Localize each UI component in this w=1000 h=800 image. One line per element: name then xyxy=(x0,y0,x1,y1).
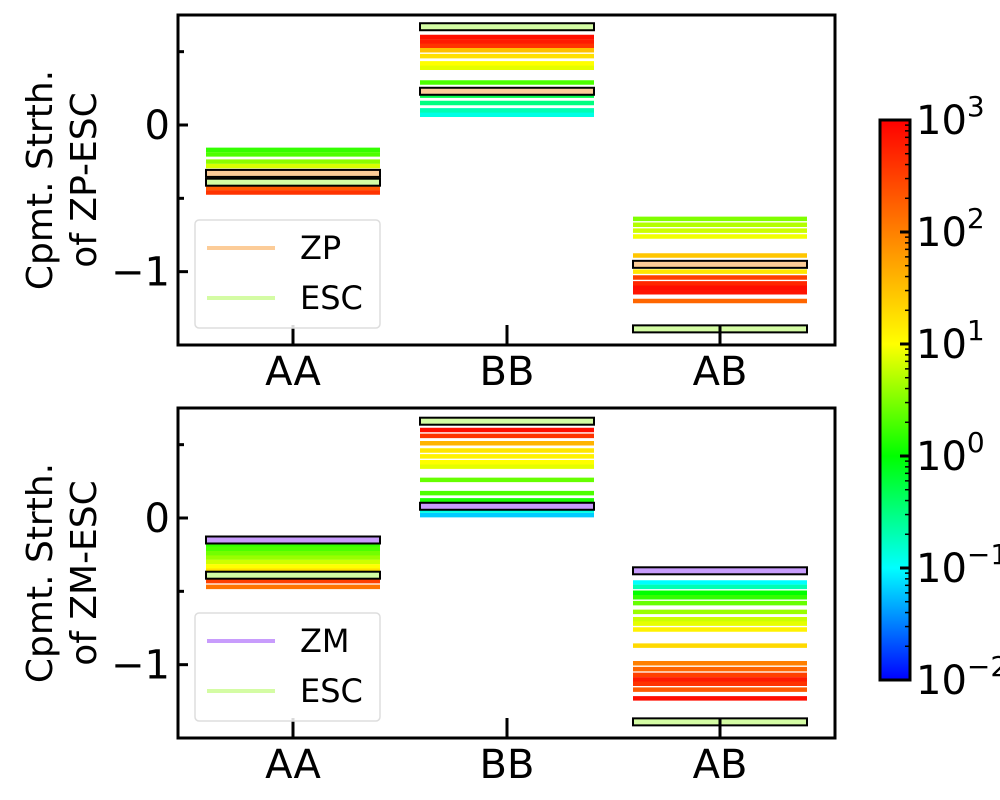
colorbar-tick-label: 100 xyxy=(916,426,985,480)
top-panel-zp-esc: 0 −1 AA BB AB Cpmt. Strth.of ZP-ESC ZP ESC xyxy=(20,13,837,395)
y-axis-label-line: Cpmt. Strth. xyxy=(20,463,61,683)
colorbar-tick-base: 10 xyxy=(916,322,967,368)
y-axis-label-line: of ZP-ESC xyxy=(64,92,105,267)
legend: ZM ESC xyxy=(194,612,381,722)
reference-bar-zm-aa xyxy=(205,535,381,545)
x-tick-label: BB xyxy=(480,742,535,788)
reference-bar-zm-bb xyxy=(419,501,595,511)
reference-bar-zp-aa xyxy=(205,168,381,178)
legend-label-esc: ESC xyxy=(300,279,363,317)
colorbar-tick-base: 10 xyxy=(916,98,967,144)
colorbar-tick-exponent: −1 xyxy=(967,538,1000,571)
y-axis-label: Cpmt. Strth.of ZM-ESC xyxy=(20,463,105,683)
y-axis-label-line: Cpmt. Strth. xyxy=(20,70,61,290)
colorbar-tick-base: 10 xyxy=(916,434,967,480)
colorbar-tick-label: 101 xyxy=(916,314,985,368)
colorbar-tick-exponent: −2 xyxy=(967,650,1000,683)
y-tick-label: −1 xyxy=(111,250,170,296)
y-axis-label-line: of ZM-ESC xyxy=(64,480,105,666)
colorbar-tick-label: 10−2 xyxy=(916,650,1000,704)
y-tick-label: −1 xyxy=(111,643,170,689)
y-tick-label: 0 xyxy=(145,496,170,542)
reference-bar-esc-bb xyxy=(419,22,595,32)
reference-bar-zp-bb xyxy=(419,86,595,96)
y-axis-label: Cpmt. Strth.of ZP-ESC xyxy=(20,70,105,290)
colorbar-tick-label: 10−1 xyxy=(916,538,1000,592)
legend-label-zm: ZM xyxy=(300,622,350,660)
colorbar-gradient xyxy=(878,118,912,682)
y-tick-label: 0 xyxy=(145,103,170,149)
x-tick-label: BB xyxy=(480,349,535,395)
x-tick-label: AB xyxy=(693,349,748,395)
reference-bar-esc-aa xyxy=(205,570,381,580)
reference-bar-zm-ab xyxy=(632,566,808,576)
x-tick-label: AA xyxy=(265,742,321,788)
legend-label-esc: ESC xyxy=(300,672,363,710)
colorbar-tick-base: 10 xyxy=(916,546,967,592)
reference-bar-esc-bb xyxy=(419,416,595,426)
colorbar-tick-exponent: 0 xyxy=(967,426,985,459)
colorbar-tick-exponent: 2 xyxy=(967,202,985,235)
legend: ZP ESC xyxy=(194,219,381,329)
reference-bar-zp-ab xyxy=(632,259,808,269)
colorbar-tick-base: 10 xyxy=(916,210,967,256)
colorbar-tick-base: 10 xyxy=(916,658,967,704)
legend-label-zp: ZP xyxy=(300,229,341,267)
reference-bar-esc-aa xyxy=(205,177,381,187)
x-tick-label: AA xyxy=(265,349,321,395)
colorbar-tick-exponent: 3 xyxy=(967,90,985,123)
colorbar-tick-exponent: 1 xyxy=(967,314,985,347)
colorbar-tick-label: 103 xyxy=(916,90,985,144)
bottom-panel-zm-esc: 0 −1 AA BB AB Cpmt. Strth.of ZM-ESC ZM ESC xyxy=(20,406,837,788)
colorbar-tick-label: 102 xyxy=(916,202,985,256)
x-tick-label: AB xyxy=(693,742,748,788)
